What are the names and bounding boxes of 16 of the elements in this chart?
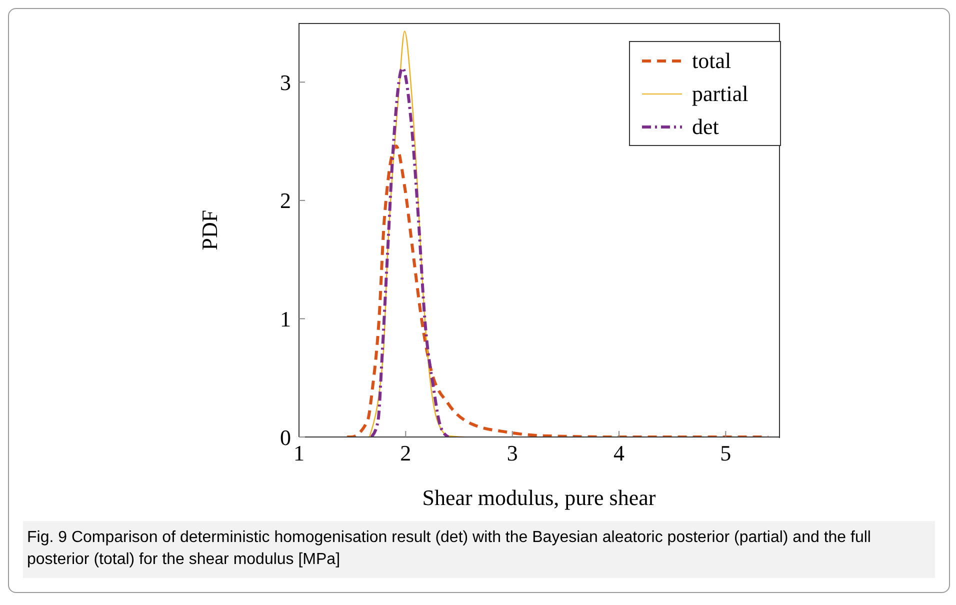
legend-label: det [692,114,719,140]
y-tick-label: 0 [280,424,291,450]
legend-label: total [692,48,732,74]
x-tick-label: 5 [720,440,732,466]
x-tick-label: 2 [400,440,412,466]
line-series [346,144,770,437]
x-axis-title: Shear modulus, pure shear [422,485,656,510]
line-series [370,66,450,437]
x-tick-label: 3 [506,440,518,466]
x-tick-label: 4 [614,440,624,466]
y-axis-title: PDF [196,210,222,250]
y-tick-label: 1 [280,306,291,332]
caption: Fig. 9 Comparison of deterministic homogenisation result (det) with the Bayesian aleatoric posterior (partial) and the full posterior (total) for the shear modulus [MPa] [23,521,935,578]
y-tick-label: 2 [280,188,291,214]
legend-label: partial [692,80,748,106]
y-tick-label: 3 [280,70,291,95]
